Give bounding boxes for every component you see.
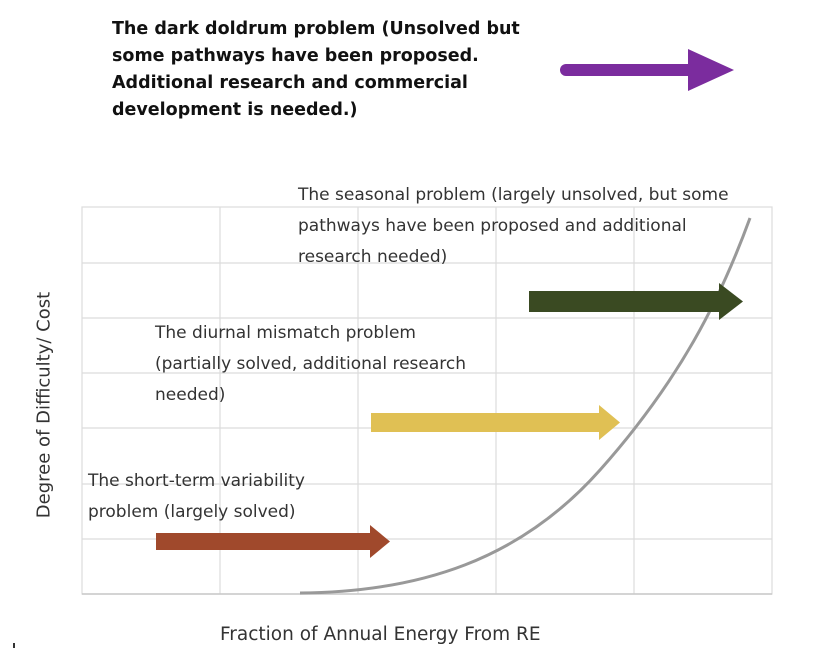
diurnal-problem-label: The diurnal mismatch problem (partially … [155, 323, 467, 405]
short-term-problem-label: The short-term variability problem (larg… [88, 471, 305, 522]
seasonal-problem-label: The seasonal problem (largely unsolved, … [298, 185, 729, 267]
y-axis-label: Degree of Difficulty/ Cost [33, 291, 55, 519]
dark-doldrum-arrow [560, 49, 734, 91]
diurnal-arrow [371, 405, 620, 440]
x-axis-label: Fraction of Annual Energy From RE [220, 624, 541, 645]
stray-mark [13, 643, 15, 648]
short-term-arrow [156, 525, 390, 558]
seasonal-arrow [529, 283, 743, 320]
dark-doldrum-label: The dark doldrum problem (Unsolved but s… [112, 19, 520, 120]
